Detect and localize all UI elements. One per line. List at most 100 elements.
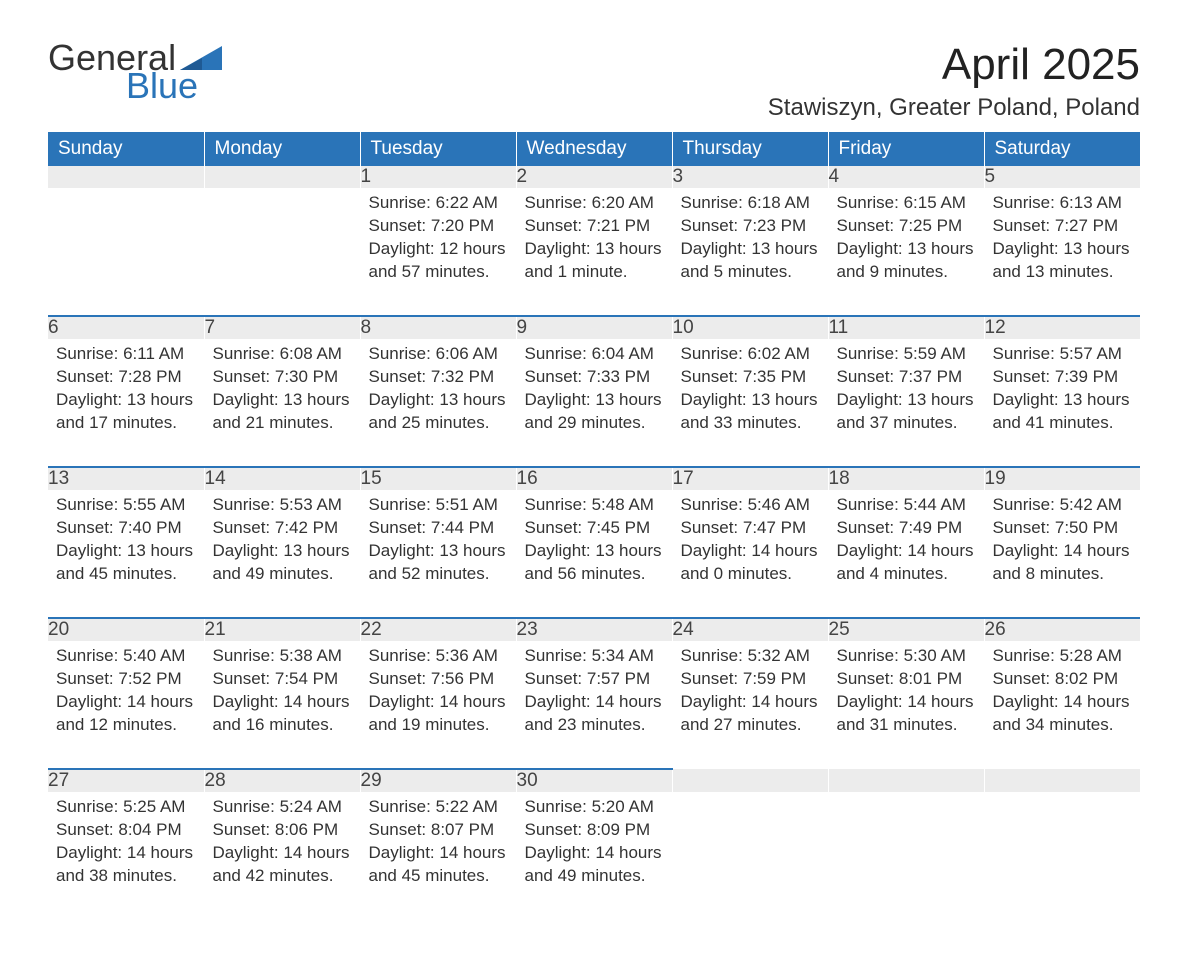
- sunset-text: Sunset: 7:30 PM: [213, 366, 352, 389]
- day-number: 11: [828, 316, 984, 339]
- sunrise-text: Sunrise: 5:34 AM: [525, 645, 664, 668]
- day-number: 23: [516, 618, 672, 641]
- daylight-text-1: Daylight: 13 hours: [525, 389, 664, 412]
- week-data-row: Sunrise: 5:55 AMSunset: 7:40 PMDaylight:…: [48, 490, 1140, 618]
- daylight-text-2: and 42 minutes.: [213, 865, 352, 888]
- day-number: 14: [204, 467, 360, 490]
- day-cell: Sunrise: 5:44 AMSunset: 7:49 PMDaylight:…: [828, 490, 984, 618]
- day-number: 13: [48, 467, 204, 490]
- day-header: Friday: [828, 132, 984, 166]
- day-cell: [984, 792, 1140, 920]
- day-data: Sunrise: 5:34 AMSunset: 7:57 PMDaylight:…: [517, 641, 672, 751]
- day-number: 21: [204, 618, 360, 641]
- daylight-text-2: and 41 minutes.: [993, 412, 1133, 435]
- day-cell: Sunrise: 5:36 AMSunset: 7:56 PMDaylight:…: [360, 641, 516, 769]
- sunrise-text: Sunrise: 6:02 AM: [681, 343, 820, 366]
- daylight-text-2: and 4 minutes.: [837, 563, 976, 586]
- sunrise-text: Sunrise: 5:51 AM: [369, 494, 508, 517]
- daylight-text-2: and 45 minutes.: [56, 563, 196, 586]
- day-data: Sunrise: 5:51 AMSunset: 7:44 PMDaylight:…: [361, 490, 516, 600]
- sunset-text: Sunset: 7:28 PM: [56, 366, 196, 389]
- day-number: [828, 769, 984, 792]
- day-header-row: SundayMondayTuesdayWednesdayThursdayFrid…: [48, 132, 1140, 166]
- sunrise-text: Sunrise: 5:38 AM: [213, 645, 352, 668]
- sunrise-text: Sunrise: 5:40 AM: [56, 645, 196, 668]
- daylight-text-2: and 37 minutes.: [837, 412, 976, 435]
- sunset-text: Sunset: 8:04 PM: [56, 819, 196, 842]
- day-data: Sunrise: 5:38 AMSunset: 7:54 PMDaylight:…: [205, 641, 360, 751]
- day-cell: Sunrise: 5:25 AMSunset: 8:04 PMDaylight:…: [48, 792, 204, 920]
- day-data: Sunrise: 5:53 AMSunset: 7:42 PMDaylight:…: [205, 490, 360, 600]
- day-number: 2: [516, 166, 672, 188]
- sunrise-text: Sunrise: 6:11 AM: [56, 343, 196, 366]
- week-daynum-row: 12345: [48, 166, 1140, 188]
- day-data: Sunrise: 5:22 AMSunset: 8:07 PMDaylight:…: [361, 792, 516, 902]
- daylight-text-1: Daylight: 13 hours: [369, 540, 508, 563]
- daylight-text-1: Daylight: 14 hours: [993, 540, 1133, 563]
- sunset-text: Sunset: 7:44 PM: [369, 517, 508, 540]
- daylight-text-1: Daylight: 14 hours: [525, 691, 664, 714]
- sunrise-text: Sunrise: 5:44 AM: [837, 494, 976, 517]
- sunset-text: Sunset: 7:33 PM: [525, 366, 664, 389]
- week-daynum-row: 20212223242526: [48, 618, 1140, 641]
- sunrise-text: Sunrise: 5:59 AM: [837, 343, 976, 366]
- month-title: April 2025: [768, 40, 1140, 90]
- sunset-text: Sunset: 7:40 PM: [56, 517, 196, 540]
- day-cell: Sunrise: 5:59 AMSunset: 7:37 PMDaylight:…: [828, 339, 984, 467]
- day-header: Sunday: [48, 132, 204, 166]
- daylight-text-2: and 25 minutes.: [369, 412, 508, 435]
- day-number: 5: [984, 166, 1140, 188]
- daylight-text-1: Daylight: 14 hours: [681, 691, 820, 714]
- day-cell: Sunrise: 6:15 AMSunset: 7:25 PMDaylight:…: [828, 188, 984, 316]
- day-number: 28: [204, 769, 360, 792]
- sunset-text: Sunset: 7:54 PM: [213, 668, 352, 691]
- daylight-text-1: Daylight: 14 hours: [213, 842, 352, 865]
- day-data: Sunrise: 6:02 AMSunset: 7:35 PMDaylight:…: [673, 339, 828, 449]
- daylight-text-1: Daylight: 14 hours: [993, 691, 1133, 714]
- day-number: 7: [204, 316, 360, 339]
- day-data: Sunrise: 5:36 AMSunset: 7:56 PMDaylight:…: [361, 641, 516, 751]
- day-cell: Sunrise: 6:11 AMSunset: 7:28 PMDaylight:…: [48, 339, 204, 467]
- sunrise-text: Sunrise: 6:15 AM: [837, 192, 976, 215]
- daylight-text-1: Daylight: 13 hours: [56, 389, 196, 412]
- day-data: Sunrise: 5:59 AMSunset: 7:37 PMDaylight:…: [829, 339, 984, 449]
- sunrise-text: Sunrise: 5:42 AM: [993, 494, 1133, 517]
- sunrise-text: Sunrise: 6:06 AM: [369, 343, 508, 366]
- sunrise-text: Sunrise: 6:13 AM: [993, 192, 1133, 215]
- day-data: Sunrise: 5:25 AMSunset: 8:04 PMDaylight:…: [48, 792, 204, 902]
- day-data: Sunrise: 5:44 AMSunset: 7:49 PMDaylight:…: [829, 490, 984, 600]
- sunset-text: Sunset: 7:57 PM: [525, 668, 664, 691]
- sunset-text: Sunset: 7:25 PM: [837, 215, 976, 238]
- day-data: Sunrise: 6:04 AMSunset: 7:33 PMDaylight:…: [517, 339, 672, 449]
- day-number: 12: [984, 316, 1140, 339]
- sunset-text: Sunset: 8:09 PM: [525, 819, 664, 842]
- daylight-text-2: and 45 minutes.: [369, 865, 508, 888]
- day-data: Sunrise: 5:40 AMSunset: 7:52 PMDaylight:…: [48, 641, 204, 751]
- day-number: 17: [672, 467, 828, 490]
- day-data: Sunrise: 6:06 AMSunset: 7:32 PMDaylight:…: [361, 339, 516, 449]
- day-number: [48, 166, 204, 188]
- day-header: Thursday: [672, 132, 828, 166]
- day-cell: Sunrise: 6:02 AMSunset: 7:35 PMDaylight:…: [672, 339, 828, 467]
- day-data: Sunrise: 5:46 AMSunset: 7:47 PMDaylight:…: [673, 490, 828, 600]
- sunrise-text: Sunrise: 6:22 AM: [369, 192, 508, 215]
- day-cell: Sunrise: 5:28 AMSunset: 8:02 PMDaylight:…: [984, 641, 1140, 769]
- daylight-text-1: Daylight: 13 hours: [837, 238, 976, 261]
- day-cell: [204, 188, 360, 316]
- sunset-text: Sunset: 7:49 PM: [837, 517, 976, 540]
- sunrise-text: Sunrise: 5:32 AM: [681, 645, 820, 668]
- week-daynum-row: 27282930: [48, 769, 1140, 792]
- day-data: Sunrise: 6:15 AMSunset: 7:25 PMDaylight:…: [829, 188, 984, 298]
- daylight-text-1: Daylight: 14 hours: [837, 540, 976, 563]
- day-cell: Sunrise: 5:40 AMSunset: 7:52 PMDaylight:…: [48, 641, 204, 769]
- daylight-text-2: and 38 minutes.: [56, 865, 196, 888]
- daylight-text-1: Daylight: 13 hours: [837, 389, 976, 412]
- day-header: Saturday: [984, 132, 1140, 166]
- day-number: [204, 166, 360, 188]
- day-data: Sunrise: 5:42 AMSunset: 7:50 PMDaylight:…: [985, 490, 1141, 600]
- sunset-text: Sunset: 7:32 PM: [369, 366, 508, 389]
- daylight-text-2: and 31 minutes.: [837, 714, 976, 737]
- daylight-text-2: and 27 minutes.: [681, 714, 820, 737]
- daylight-text-2: and 17 minutes.: [56, 412, 196, 435]
- day-number: 3: [672, 166, 828, 188]
